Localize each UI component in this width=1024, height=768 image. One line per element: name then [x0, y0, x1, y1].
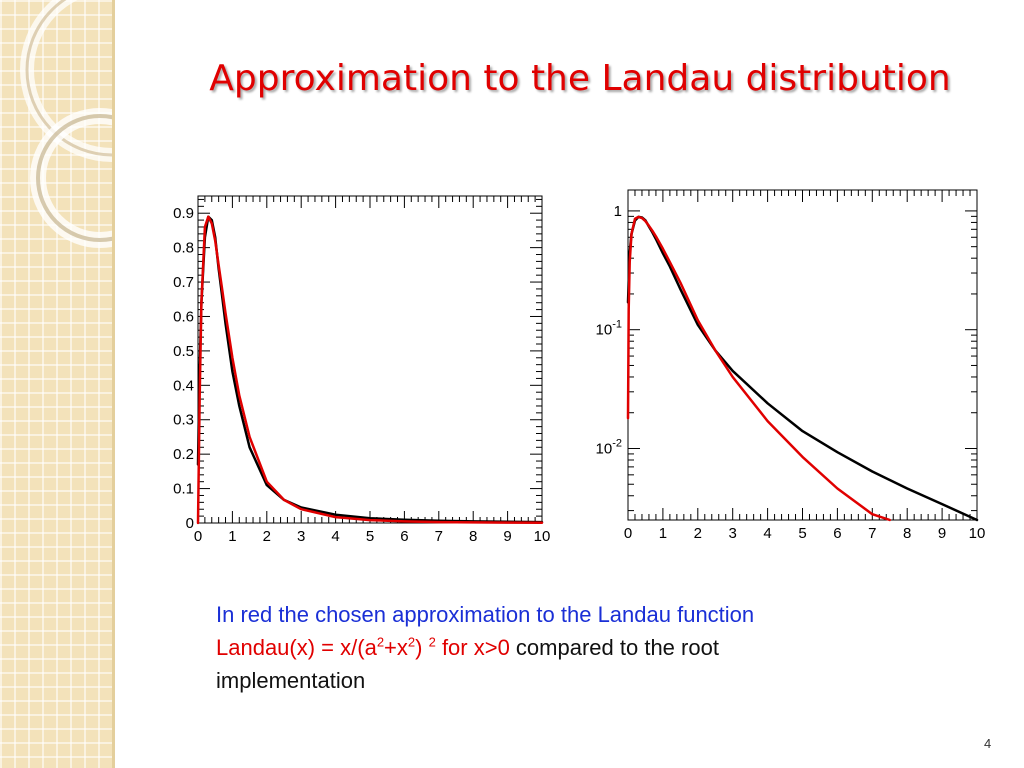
decorative-sidebar [0, 0, 112, 768]
x-tick-label: 5 [798, 525, 806, 542]
approximation-curve [196, 215, 544, 525]
caption: In red the chosen approximation to the L… [216, 598, 936, 697]
sidebar-divider [112, 0, 115, 768]
x-tick-label: 6 [833, 525, 841, 542]
x-tick-label: 7 [868, 525, 876, 542]
formula-part-3: ) [415, 635, 429, 660]
y-tick-label: 0.9 [173, 205, 194, 222]
y-tick-label: 0.7 [173, 274, 194, 291]
formula-part-1: Landau(x) = x/(a [216, 635, 377, 660]
x-tick-label: 1 [659, 525, 667, 542]
caption-line-3: implementation [216, 668, 366, 693]
x-tick-label: 1 [228, 528, 236, 545]
log-scale-plot: 0 1 2 3 4 5 6 7 8 9 10 1 10-1 10-2 [585, 180, 1000, 548]
y-tick-label: 0.3 [173, 412, 194, 429]
y-tick-label: 0.6 [173, 308, 194, 325]
y-tick-label: 0.1 [173, 481, 194, 498]
x-tick-label: 9 [503, 528, 511, 545]
formula-part-2: +x [384, 635, 408, 660]
y-tick-label: 0.4 [173, 377, 194, 394]
x-tick-label: 3 [297, 528, 305, 545]
formula-superscript-3: 2 [428, 634, 436, 650]
caption-line-2: Landau(x) = x/(a2+x2) 2 for x>0 compared… [216, 631, 936, 664]
decorative-rings [20, 0, 112, 248]
caption-comparison: compared to the root [509, 635, 719, 660]
x-tick-label: 5 [366, 528, 374, 545]
page-number: 4 [984, 736, 992, 751]
x-tick-label: 2 [694, 525, 702, 542]
linear-plot-svg: 0 1 2 3 4 5 6 7 8 9 10 0 0.1 0.2 0.3 0.4 0.5 0.6 0.7 0.8 0.9 [173, 195, 551, 545]
x-tick-label: 2 [263, 528, 271, 545]
formula-condition: for x>0 [435, 635, 510, 660]
linear-scale-plot: 0 1 2 3 4 5 6 7 8 9 10 0 0.1 0.2 0.3 0.4 0.5 0.6 0.7 0.8 0.9 [160, 186, 560, 548]
y-tick-label: 0.5 [173, 343, 194, 360]
y-tick-label: 0.8 [173, 240, 194, 257]
x-tick-label: 0 [194, 528, 202, 545]
plot-frame [197, 195, 543, 524]
root-landau-curve [626, 215, 979, 522]
y-tick-label: 10-1 [596, 319, 622, 339]
y-tick-label: 0.2 [173, 446, 194, 463]
slide-title: Approximation to the Landau distribution [209, 58, 951, 99]
root-landau-curve [196, 215, 544, 524]
x-tick-label: 8 [903, 525, 911, 542]
formula-superscript-1: 2 [376, 634, 385, 650]
x-tick-label: 10 [534, 528, 551, 545]
plot-frame [627, 189, 978, 521]
x-tick-label: 6 [400, 528, 408, 545]
y-tick-label: 0 [186, 515, 194, 532]
x-tick-label: 9 [938, 525, 946, 542]
approximation-curve [626, 215, 892, 522]
caption-line-1: In red the chosen approximation to the L… [216, 602, 755, 627]
log-plot-svg: 0 1 2 3 4 5 6 7 8 9 10 1 10-1 10-2 [596, 189, 986, 542]
x-tick-label: 10 [969, 525, 986, 542]
x-tick-label: 4 [763, 525, 771, 542]
formula-superscript-2: 2 [407, 634, 416, 650]
x-tick-label: 3 [729, 525, 737, 542]
y-tick-label: 10-2 [596, 437, 622, 457]
y-tick-label: 1 [614, 203, 622, 220]
x-tick-label: 4 [331, 528, 339, 545]
x-tick-label: 7 [435, 528, 443, 545]
x-tick-label: 0 [624, 525, 632, 542]
x-tick-label: 8 [469, 528, 477, 545]
